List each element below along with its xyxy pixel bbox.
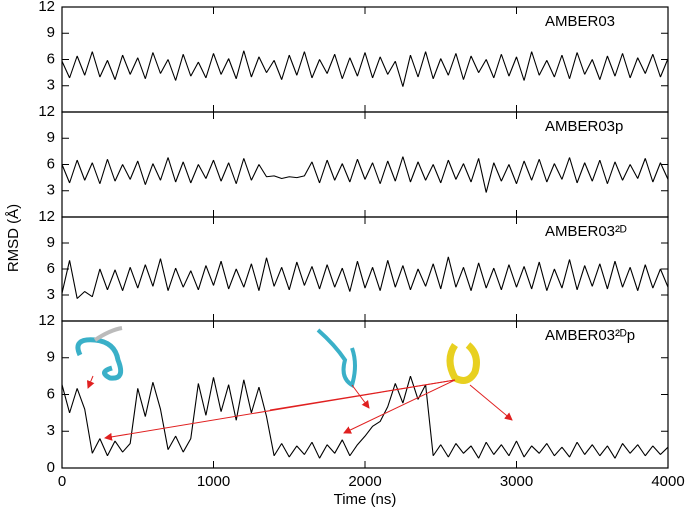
y-tick-label: 12 <box>38 312 55 329</box>
y-tick-label: 6 <box>47 260 55 277</box>
y-tick-label: 0 <box>47 459 55 476</box>
structure-inset <box>75 337 124 381</box>
structure-inset <box>93 326 123 342</box>
y-tick-label: 9 <box>47 349 55 366</box>
y-tick-label: 12 <box>38 208 55 225</box>
structure-inset <box>446 342 480 384</box>
arrow <box>351 384 370 409</box>
arrow <box>87 375 95 389</box>
rmsd-trace <box>61 375 669 459</box>
arrow <box>469 384 513 421</box>
x-tick-label: 4000 <box>651 473 684 490</box>
rmsd-trace <box>61 256 669 299</box>
arrow <box>343 379 456 434</box>
x-axis-label: Time (ns) <box>334 491 397 508</box>
y-axis-label: RMSD (Å) <box>5 204 22 272</box>
y-tick-label: 9 <box>47 129 55 146</box>
y-tick-label: 3 <box>47 422 55 439</box>
x-tick-label: 1000 <box>197 473 230 490</box>
annotations <box>75 326 513 441</box>
x-tick-label: 3000 <box>500 473 533 490</box>
rmsd-trace <box>61 156 669 193</box>
y-tick-label: 12 <box>38 103 55 120</box>
y-tick-label: 3 <box>47 77 55 94</box>
arrow <box>269 379 456 411</box>
x-tick-label: 2000 <box>348 473 381 490</box>
y-tick-label: 6 <box>47 385 55 402</box>
panel-label: AMBER03 <box>545 13 615 30</box>
y-tick-label: 6 <box>47 155 55 172</box>
y-tick-label: 9 <box>47 24 55 41</box>
structure-inset <box>316 328 357 389</box>
y-tick-label: 3 <box>47 286 55 303</box>
y-tick-label: 6 <box>47 50 55 67</box>
y-tick-label: 3 <box>47 182 55 199</box>
rmsd-trace <box>61 50 669 87</box>
y-tick-label: 9 <box>47 234 55 251</box>
panel-label: AMBER03²ᴰp <box>545 327 635 344</box>
panel-label: AMBER03²ᴰ <box>545 223 627 240</box>
panels: 3 6 9 12 AMBER03 3 6 9 12 AMBER03p 3 6 9 12 AMBER03²ᴰ 0… <box>38 0 684 508</box>
x-tick-label: 0 <box>58 473 66 490</box>
y-tick-label: 12 <box>38 0 55 15</box>
panel-label: AMBER03p <box>545 118 623 135</box>
